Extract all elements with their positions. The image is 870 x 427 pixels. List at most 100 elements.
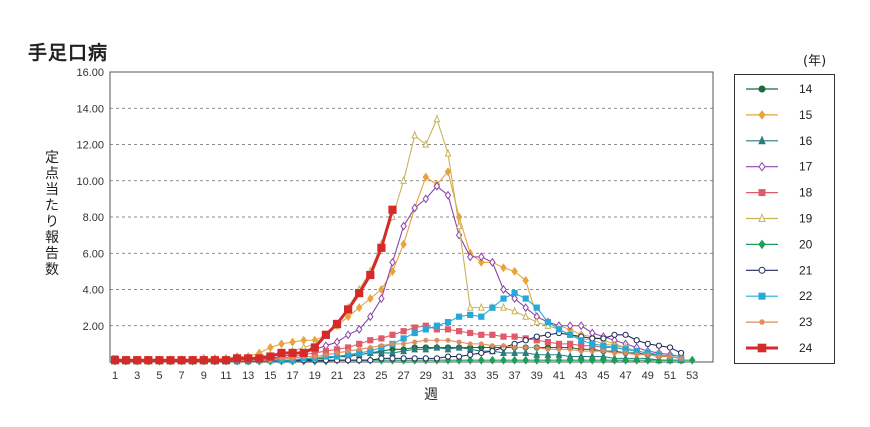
data-point-16 [444, 344, 452, 353]
legend-label-20: 20 [799, 237, 813, 251]
x-tick-label: 7 [179, 370, 185, 382]
data-point-20 [600, 355, 607, 365]
x-tick-label: 31 [442, 370, 454, 382]
legend-label-21: 21 [799, 263, 813, 277]
data-point-23 [512, 344, 518, 351]
data-point-16 [511, 348, 518, 357]
data-point-22 [600, 342, 607, 349]
data-point-24 [321, 330, 330, 339]
data-point-24 [388, 205, 397, 214]
data-point-24 [199, 356, 208, 365]
data-point-18 [500, 333, 507, 340]
data-point-23 [434, 337, 440, 343]
x-tick-label: 47 [619, 370, 631, 382]
data-point-21 [544, 331, 552, 338]
data-point-21 [666, 344, 674, 351]
data-point-21 [678, 349, 685, 357]
data-point-20 [522, 355, 529, 365]
data-point-19 [477, 302, 485, 311]
data-point-18 [467, 329, 474, 337]
data-point-17 [389, 257, 396, 267]
x-tick-label: 53 [686, 370, 698, 382]
x-tick-label: 25 [375, 370, 387, 382]
x-tick-label: 29 [420, 370, 432, 382]
data-point-17 [378, 294, 385, 304]
data-point-23 [534, 344, 540, 351]
data-point-17 [333, 337, 341, 347]
series-line-24 [115, 209, 394, 362]
data-point-24 [377, 243, 386, 252]
data-point-17 [367, 312, 374, 322]
data-point-20 [566, 355, 574, 365]
data-point-18 [367, 337, 374, 344]
data-point-20 [466, 355, 474, 365]
data-point-20 [500, 355, 507, 365]
data-point-17 [466, 252, 474, 262]
data-point-24 [133, 356, 142, 365]
data-point-17 [433, 181, 441, 191]
data-point-22 [433, 322, 440, 329]
data-point-24 [288, 348, 297, 358]
data-point-21 [356, 357, 363, 364]
data-point-23 [567, 346, 573, 352]
data-point-20 [489, 355, 496, 365]
y-tick-label: 4.00 [83, 285, 104, 297]
data-point-16 [422, 344, 430, 353]
data-point-21 [478, 349, 485, 357]
x-tick-label: 3 [134, 370, 140, 382]
data-point-23 [334, 350, 340, 356]
legend-marker-16 [758, 135, 766, 145]
data-point-23 [323, 352, 329, 358]
data-point-17 [422, 194, 430, 204]
data-point-16 [400, 346, 407, 355]
data-point-23 [523, 344, 529, 351]
data-point-20 [589, 355, 596, 365]
data-point-23 [545, 346, 551, 352]
data-point-23 [278, 355, 285, 361]
x-tick-label: 35 [486, 370, 498, 382]
data-point-24 [188, 356, 197, 365]
legend-box [734, 74, 835, 364]
data-point-15 [289, 337, 296, 347]
data-point-22 [444, 319, 452, 326]
data-point-16 [455, 342, 463, 351]
data-point-21 [378, 355, 385, 362]
y-axis-label: 定点当たり報告数 [45, 150, 59, 278]
data-point-20 [511, 355, 518, 365]
data-point-18 [555, 340, 563, 347]
data-point-21 [367, 357, 374, 364]
data-point-19 [433, 114, 441, 123]
data-point-19 [422, 139, 430, 148]
data-point-22 [478, 313, 485, 320]
data-point-17 [566, 321, 574, 331]
data-point-21 [411, 355, 418, 362]
data-point-24 [299, 348, 308, 358]
x-tick-label: 9 [201, 370, 207, 382]
data-point-17 [500, 285, 507, 294]
data-point-17 [455, 230, 463, 240]
data-point-23 [578, 348, 584, 354]
x-tick-label: 49 [642, 370, 654, 382]
data-point-20 [555, 355, 563, 365]
data-point-21 [633, 337, 640, 344]
x-tick-label: 17 [286, 370, 298, 382]
data-point-19 [400, 175, 407, 184]
data-point-23 [456, 339, 462, 345]
x-tick-label: 13 [242, 370, 254, 382]
y-tick-label: 2.00 [83, 321, 104, 333]
data-point-22 [411, 329, 418, 337]
data-point-19 [522, 311, 530, 320]
data-point-17 [444, 190, 452, 200]
data-point-17 [344, 330, 352, 340]
data-point-22 [422, 326, 429, 333]
legend-label-22: 22 [799, 289, 813, 303]
legend-marker-14 [758, 85, 766, 93]
data-point-22 [522, 295, 529, 302]
legend-marker-19 [758, 213, 766, 222]
data-point-23 [478, 341, 484, 347]
data-point-21 [644, 340, 651, 347]
data-point-20 [533, 355, 541, 365]
data-point-20 [644, 355, 652, 365]
data-point-23 [445, 337, 451, 343]
